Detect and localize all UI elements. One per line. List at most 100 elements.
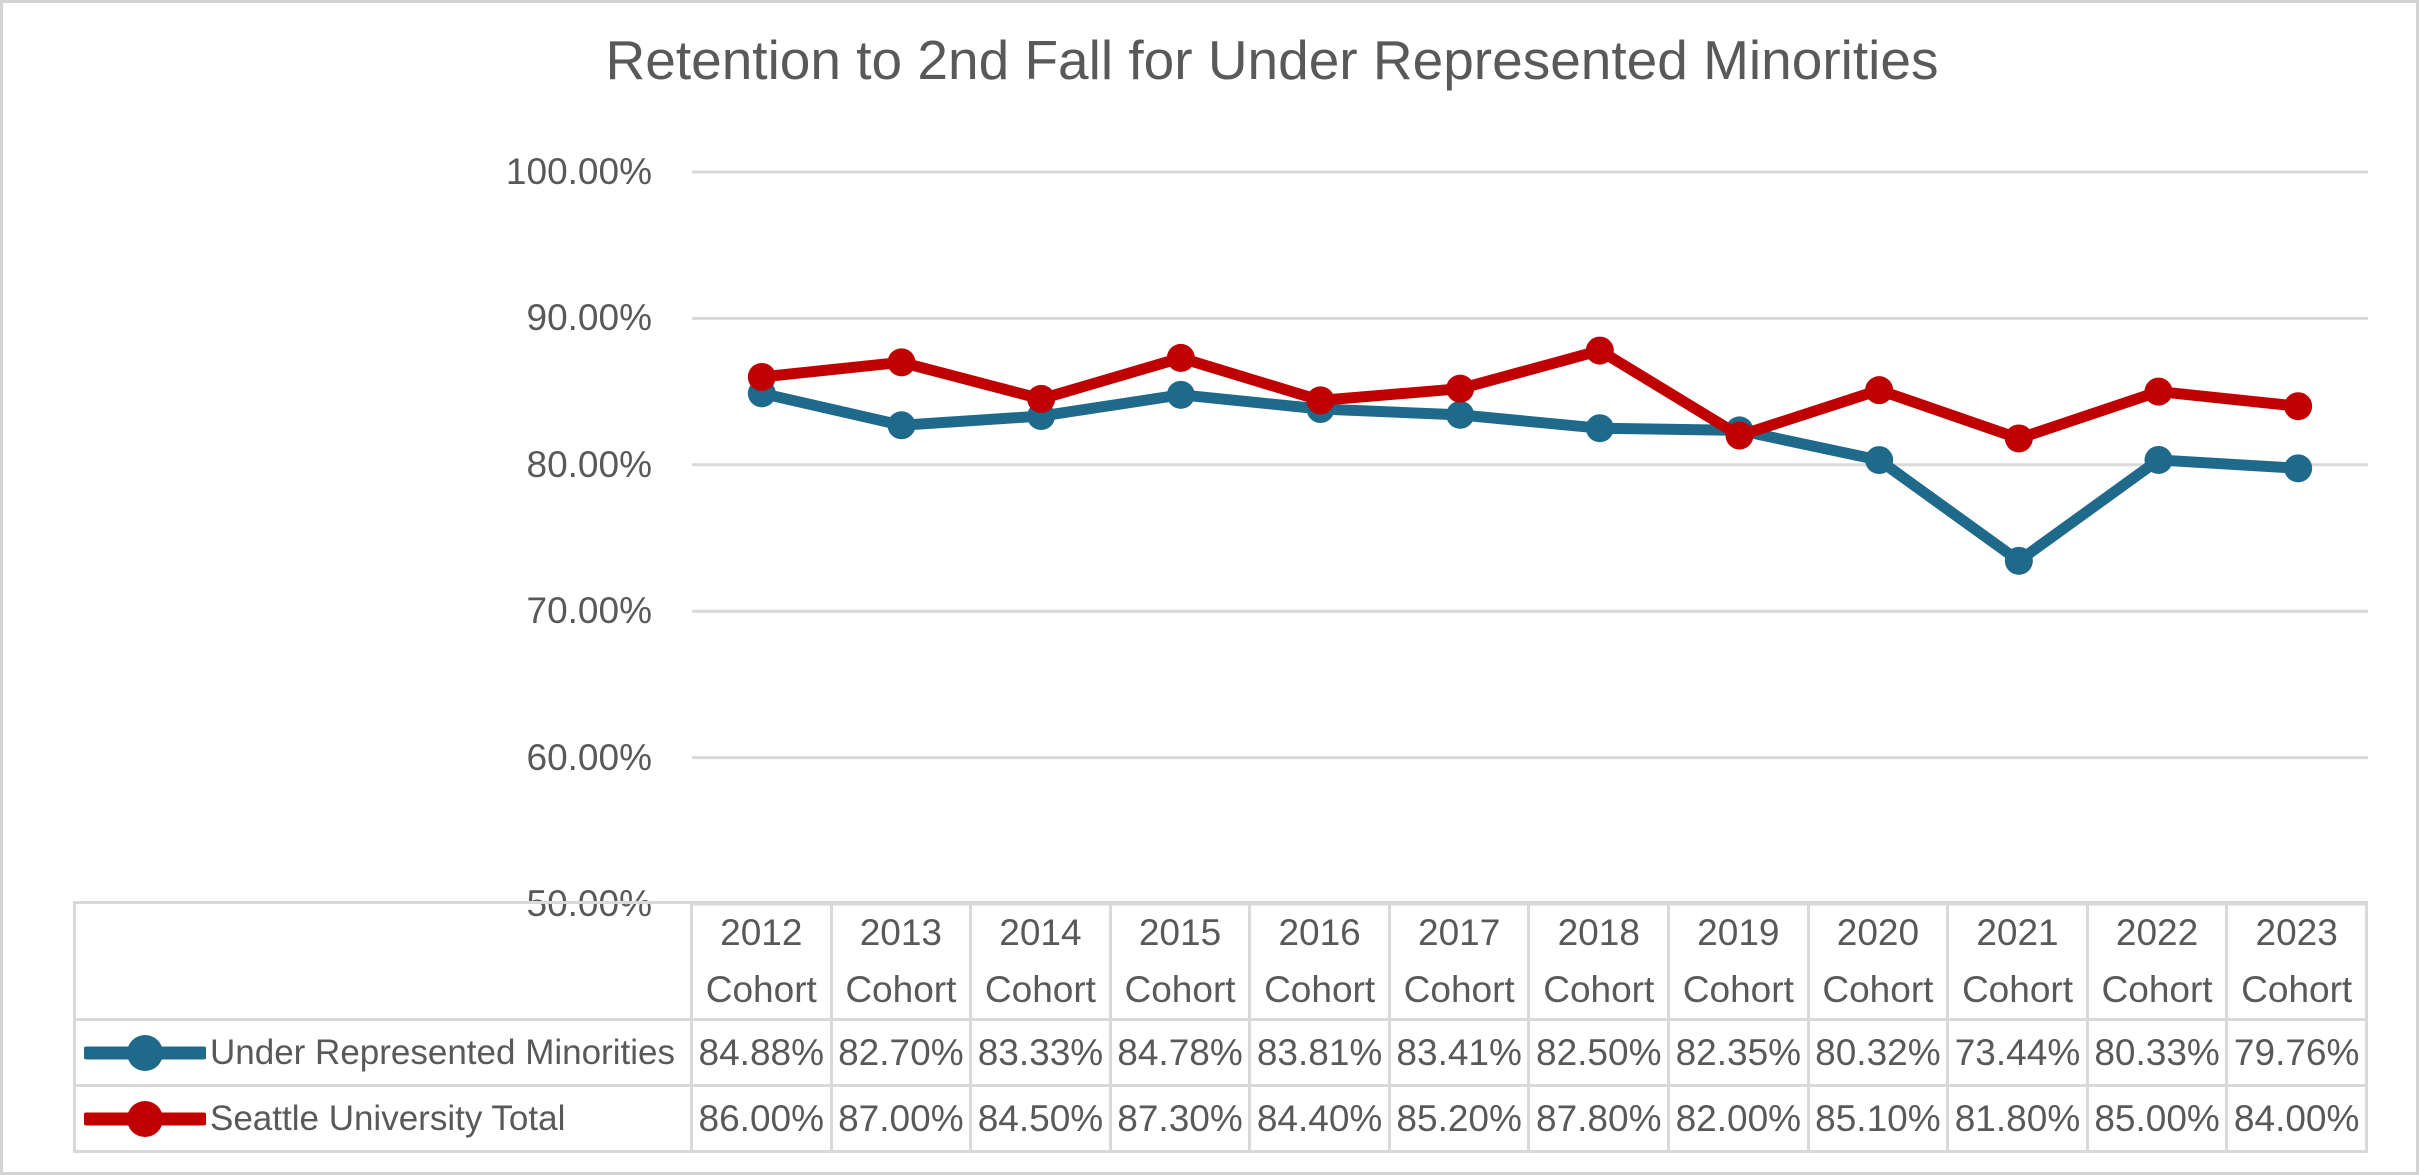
value-cell: 82.50%: [1527, 1018, 1671, 1087]
category-header-cell: 2019 Cohort: [1667, 901, 1810, 1021]
category-year: 2017: [1418, 912, 1501, 953]
category-year: 2015: [1138, 912, 1222, 953]
category-year: 2012: [720, 912, 803, 953]
category-header-cell: 2022 Cohort: [2085, 901, 2229, 1021]
category-word: Cohort: [845, 969, 957, 1010]
data-point-marker: [2004, 546, 2033, 575]
legend-entry: Under Represented Minorities: [78, 1030, 689, 1076]
category-header-cell: 2021 Cohort: [1946, 901, 2089, 1021]
category-year: 2018: [1557, 912, 1640, 953]
category-year: 2021: [1976, 912, 2059, 953]
category-word: Cohort: [705, 969, 817, 1010]
y-axis-label: 100.00%: [505, 151, 652, 192]
data-point-marker: [887, 411, 916, 440]
legend-cell: Under Represented Minorities: [73, 1018, 693, 1087]
value-cell: 82.70%: [829, 1018, 973, 1087]
data-point-marker: [1585, 336, 1614, 365]
category-word: Cohort: [2101, 969, 2213, 1010]
category-word: Cohort: [2241, 969, 2353, 1010]
category-word: Cohort: [1961, 969, 2074, 1010]
data-table: 2012 Cohort 2013 Cohort 2014 Cohort 2015 Cohort…: [73, 901, 2368, 1153]
category-year: 2019: [1697, 912, 1780, 953]
data-point-marker: [1166, 343, 1195, 372]
category-year: 2014: [999, 912, 1082, 953]
category-word: Cohort: [1264, 969, 1376, 1010]
category-year: 2023: [2255, 912, 2338, 953]
category-year: 2020: [1836, 912, 1920, 953]
data-point-marker: [747, 362, 776, 391]
data-point-marker: [1865, 376, 1894, 405]
value-cell: 83.81%: [1248, 1018, 1391, 1087]
data-point-marker: [887, 348, 916, 377]
value-cell: 87.80%: [1527, 1084, 1671, 1153]
series-name: Under Represented Minorities: [210, 1032, 675, 1072]
series-line-1: [756, 345, 2304, 444]
category-word: Cohort: [1682, 969, 1794, 1010]
table-header-row: 2012 Cohort 2013 Cohort 2014 Cohort 2015 Cohort…: [73, 901, 2368, 1021]
value-cell: 84.40%: [1248, 1084, 1391, 1153]
series-line-0: [756, 387, 2304, 567]
value-cell: 81.80%: [1946, 1084, 2089, 1153]
category-header-cell: 2015 Cohort: [1108, 901, 1252, 1021]
value-cell: 85.00%: [2085, 1084, 2229, 1153]
value-cell: 86.00%: [690, 1084, 833, 1153]
value-cell: 84.50%: [969, 1084, 1112, 1153]
category-header-cell: 2023 Cohort: [2225, 901, 2368, 1021]
value-cell: 82.00%: [1667, 1084, 1810, 1153]
value-cell: 82.35%: [1667, 1018, 1810, 1087]
value-cell: 73.44%: [1946, 1018, 2089, 1087]
category-year: 2022: [2115, 912, 2199, 953]
data-point-marker: [1166, 380, 1195, 409]
category-word: Cohort: [1403, 969, 1515, 1010]
table-corner-cell: [73, 901, 693, 1021]
legend-entry: Seattle University Total: [78, 1096, 689, 1142]
value-cell: 84.00%: [2225, 1084, 2368, 1153]
category-header-cell: 2012 Cohort: [690, 901, 833, 1021]
value-cell: 80.33%: [2085, 1018, 2229, 1087]
category-word: Cohort: [984, 969, 1096, 1010]
data-point-marker: [1585, 414, 1614, 443]
value-cell: 83.41%: [1387, 1018, 1531, 1087]
data-point-marker: [1446, 400, 1475, 429]
category-word: Cohort: [1543, 969, 1655, 1010]
data-point-marker: [1725, 421, 1754, 450]
data-point-marker: [1306, 386, 1335, 415]
category-header-cell: 2016 Cohort: [1248, 901, 1391, 1021]
category-word: Cohort: [1822, 969, 1934, 1010]
category-header-cell: 2014 Cohort: [969, 901, 1112, 1021]
category-header-cell: 2020 Cohort: [1806, 901, 1950, 1021]
value-cell: 79.76%: [2225, 1018, 2368, 1087]
y-axis-label: 60.00%: [526, 736, 653, 778]
data-point-marker: [2284, 392, 2313, 421]
value-cell: 85.20%: [1387, 1084, 1531, 1153]
category-header-cell: 2013 Cohort: [829, 901, 973, 1021]
category-word: Cohort: [1124, 969, 1236, 1010]
data-point-marker: [2144, 377, 2173, 406]
category-year: 2016: [1278, 912, 1361, 953]
data-point-marker: [2284, 454, 2313, 483]
value-cell: 84.78%: [1108, 1018, 1252, 1087]
data-point-marker: [1446, 374, 1475, 403]
y-axis-label: 80.00%: [526, 443, 653, 485]
category-header-cell: 2017 Cohort: [1387, 901, 1531, 1021]
data-point-marker: [2004, 424, 2033, 453]
y-axis-label: 90.00%: [526, 297, 653, 339]
table-row: Seattle University Total 86.00% 87.00% 84.5…: [73, 1084, 2368, 1153]
data-point-marker: [1027, 384, 1056, 413]
category-year: 2013: [859, 912, 943, 953]
value-cell: 80.32%: [1806, 1018, 1950, 1087]
legend-key-icon: [84, 1034, 206, 1071]
chart-title: Retention to 2nd Fall for Under Represen…: [605, 29, 1939, 91]
data-point-marker: [1865, 446, 1894, 475]
y-axis-label: 70.00%: [526, 590, 653, 632]
value-cell: 85.10%: [1806, 1084, 1950, 1153]
series-name: Seattle University Total: [210, 1098, 566, 1138]
data-point-marker: [2144, 445, 2173, 474]
value-cell: 83.33%: [969, 1018, 1112, 1087]
value-cell: 87.30%: [1108, 1084, 1252, 1153]
legend-key-icon: [84, 1100, 206, 1137]
value-cell: 84.88%: [690, 1018, 833, 1087]
value-cell: 87.00%: [829, 1084, 973, 1153]
